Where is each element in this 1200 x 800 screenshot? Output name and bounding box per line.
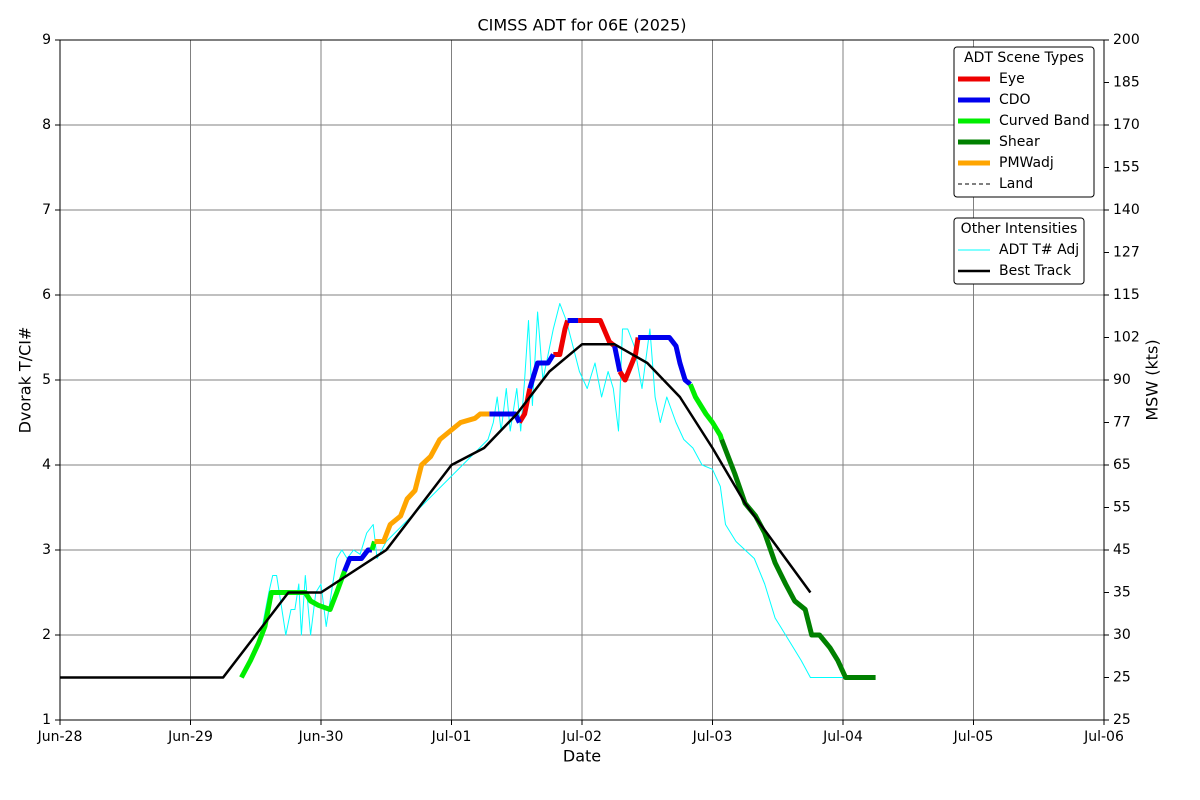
- x-tick-label: Jun-30: [298, 729, 344, 745]
- legend-label: Curved Band: [999, 113, 1090, 129]
- y2-tick-label: 30: [1113, 627, 1131, 643]
- y-tick-label: 8: [42, 117, 51, 133]
- x-tick-label: Jul-06: [1083, 729, 1124, 745]
- y-tick-label: 1: [42, 712, 51, 728]
- series-line: [255, 303, 843, 678]
- series-line: [374, 411, 490, 544]
- y-tick-label: 5: [42, 372, 51, 388]
- legend-label: Land: [999, 176, 1033, 192]
- y2-tick-label: 140: [1113, 202, 1140, 218]
- y2-tick-label: 170: [1113, 117, 1140, 133]
- y2-tick-label: 45: [1113, 542, 1131, 558]
- x-axis-label: Date: [563, 747, 601, 766]
- x-tick-label: Jun-29: [167, 729, 213, 745]
- legend-label: Eye: [999, 71, 1025, 87]
- y2-tick-label: 200: [1113, 32, 1140, 48]
- x-tick-label: Jul-02: [561, 729, 602, 745]
- y-axis-label: Dvorak T/CI#: [16, 327, 35, 434]
- legend-box: [953, 217, 1085, 285]
- y2-tick-label: 155: [1113, 160, 1140, 176]
- x-tick-label: Jul-05: [953, 729, 994, 745]
- y-tick-label: 3: [42, 542, 51, 558]
- y-tick-label: 6: [42, 287, 51, 303]
- legend-label: ADT T# Adj: [999, 242, 1079, 258]
- x-tick-label: Jul-03: [692, 729, 733, 745]
- legend-label: PMWadj: [999, 155, 1054, 171]
- y2-tick-label: 102: [1113, 330, 1140, 346]
- y2-tick-label: 35: [1113, 585, 1131, 601]
- series-line: [60, 343, 812, 679]
- legend-label: Best Track: [999, 263, 1072, 279]
- y-tick-label: 4: [42, 457, 51, 473]
- legend-label: Shear: [999, 134, 1040, 150]
- y2-tick-label: 25: [1113, 712, 1131, 728]
- series-line: [517, 318, 641, 424]
- legend-box: [953, 46, 1095, 198]
- chart-title: CIMSS ADT for 06E (2025): [477, 16, 686, 35]
- legend-title: ADT Scene Types: [964, 50, 1084, 66]
- legend-title: Other Intensities: [961, 221, 1078, 237]
- legend-label: CDO: [999, 92, 1031, 108]
- y2-tick-label: 55: [1113, 500, 1131, 516]
- y2-tick-label: 185: [1113, 75, 1140, 91]
- x-tick-label: Jul-04: [822, 729, 863, 745]
- x-tick-label: Jul-01: [431, 729, 472, 745]
- y2-tick-label: 90: [1113, 372, 1131, 388]
- y-tick-label: 2: [42, 627, 51, 643]
- y2-axis-label: MSW (kts): [1143, 339, 1162, 420]
- y2-tick-label: 25: [1113, 670, 1131, 686]
- y-tick-label: 7: [42, 202, 51, 218]
- y2-tick-label: 127: [1113, 245, 1140, 261]
- plot-frame: [59, 39, 1105, 721]
- y-tick-label: 9: [42, 32, 51, 48]
- y2-tick-label: 65: [1113, 457, 1131, 473]
- x-tick-label: Jun-28: [37, 729, 83, 745]
- y2-tick-label: 77: [1113, 415, 1131, 431]
- y2-tick-label: 115: [1113, 287, 1140, 303]
